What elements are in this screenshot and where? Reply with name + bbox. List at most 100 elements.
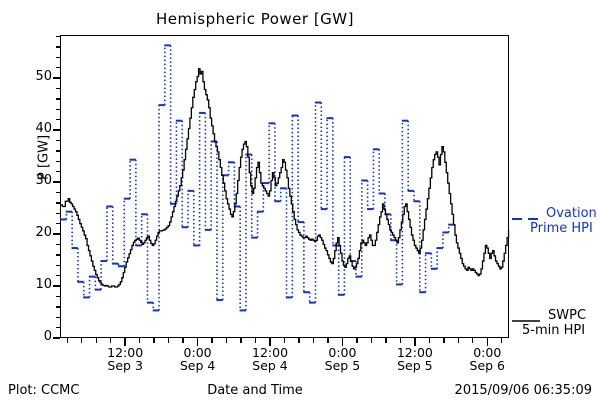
y-minor-tick	[56, 56, 60, 59]
y-minor-tick	[56, 160, 60, 162]
y-major-tick	[53, 77, 60, 79]
x-tick-time: 0:00	[328, 345, 357, 360]
x-minor-tick	[370, 338, 373, 343]
x-tick-label: 12:00 Sep 4	[230, 346, 310, 372]
x-minor-tick	[298, 338, 300, 343]
y-tick-label: 30	[35, 173, 52, 189]
x-tick-date: Sep 5	[324, 358, 361, 373]
timestamp: 2015/09/06 06:35:09	[454, 383, 592, 398]
y-minor-tick	[56, 150, 60, 152]
y-minor-tick	[56, 87, 60, 90]
x-minor-tick	[182, 338, 184, 343]
y-minor-tick	[56, 212, 60, 214]
x-minor-tick	[109, 338, 112, 343]
x-minor-tick	[240, 338, 242, 343]
legend-swpc-label-1: SWPC	[548, 308, 587, 323]
x-minor-tick	[167, 338, 170, 343]
x-tick-date: Sep 4	[252, 358, 288, 373]
y-minor-tick	[56, 35, 60, 38]
x-minor-tick	[95, 338, 97, 343]
x-minor-tick	[153, 338, 155, 343]
legend-ovation-line-icon	[512, 218, 538, 220]
y-major-tick	[53, 337, 60, 339]
x-minor-tick	[211, 338, 213, 343]
x-major-tick	[124, 338, 126, 346]
y-minor-tick	[56, 170, 60, 173]
x-major-tick	[269, 338, 271, 346]
x-tick-time: 12:00	[396, 345, 433, 360]
x-minor-tick	[385, 338, 387, 343]
x-minor-tick	[225, 338, 228, 343]
x-major-tick	[341, 338, 344, 346]
y-major-tick	[53, 233, 60, 235]
y-minor-tick	[56, 98, 60, 100]
x-minor-tick	[254, 338, 257, 343]
y-tick-label: 10	[35, 277, 52, 293]
page-title: Hemispheric Power [GW]	[156, 10, 354, 28]
x-tick-label: 12:00 Sep 3	[85, 346, 165, 372]
y-minor-tick	[56, 316, 60, 318]
y-minor-tick	[56, 274, 60, 277]
x-tick-label: 0:00 Sep 4	[158, 346, 238, 372]
x-minor-tick	[283, 338, 286, 343]
y-major-tick	[53, 181, 60, 183]
y-minor-tick	[56, 119, 60, 121]
x-minor-tick	[501, 338, 503, 343]
y-minor-tick	[56, 295, 60, 298]
x-minor-tick	[66, 338, 68, 343]
x-tick-time: 0:00	[183, 345, 212, 360]
y-tick-label: 40	[35, 121, 52, 137]
y-minor-tick	[56, 243, 60, 246]
y-minor-tick	[56, 67, 60, 69]
x-minor-tick	[443, 338, 445, 343]
x-minor-tick	[81, 338, 83, 343]
x-tick-date: Sep 4	[179, 358, 216, 373]
y-tick-label: 0	[43, 329, 52, 344]
x-minor-tick	[457, 338, 459, 343]
y-minor-tick	[56, 326, 60, 329]
y-minor-tick	[56, 191, 60, 194]
x-axis-label: Date and Time	[207, 383, 303, 398]
y-minor-tick	[56, 202, 60, 204]
y-tick-label: 20	[35, 225, 52, 241]
y-minor-tick	[56, 254, 60, 256]
y-minor-tick	[56, 306, 60, 308]
y-major-tick	[53, 285, 60, 287]
x-tick-date: Sep 6	[469, 358, 506, 373]
legend-ovation-label-1: Ovation	[546, 206, 597, 221]
legend-swpc-label-2: 5-min HPI	[522, 323, 586, 338]
data-series-svg	[59, 44, 510, 312]
x-tick-time: 0:00	[473, 345, 502, 360]
y-axis-label: P [GW]	[36, 134, 52, 181]
x-tick-label: 12:00 Sep 5	[375, 346, 455, 372]
x-minor-tick	[399, 338, 402, 343]
y-major-tick	[53, 129, 60, 131]
x-major-tick	[414, 338, 416, 346]
series-swpc-5min	[61, 68, 510, 288]
x-tick-date: Sep 5	[397, 358, 433, 373]
x-minor-tick	[428, 338, 431, 343]
x-minor-tick	[356, 338, 358, 343]
x-tick-label: 0:00 Sep 6	[447, 346, 527, 372]
y-minor-tick	[56, 46, 60, 48]
y-minor-tick	[56, 264, 60, 266]
x-minor-tick	[327, 338, 329, 343]
legend-ovation-label-2: Prime HPI	[530, 221, 593, 236]
series-ovation-prime	[59, 44, 455, 312]
y-minor-tick	[56, 222, 60, 225]
x-major-tick	[196, 338, 199, 346]
y-minor-tick	[56, 139, 60, 142]
legend-swpc-line-icon	[512, 320, 540, 322]
x-major-tick	[486, 338, 488, 346]
x-minor-tick	[312, 338, 315, 343]
x-tick-label: 0:00 Sep 5	[302, 346, 382, 372]
x-tick-time: 12:00	[107, 345, 144, 360]
y-tick-label: 50	[35, 69, 52, 85]
x-minor-tick	[138, 338, 141, 343]
plot-credit: Plot: CCMC	[8, 383, 80, 398]
y-minor-tick	[56, 108, 60, 110]
x-tick-date: Sep 3	[107, 358, 143, 373]
x-tick-time: 12:00	[252, 345, 289, 360]
plot-area	[59, 35, 510, 338]
